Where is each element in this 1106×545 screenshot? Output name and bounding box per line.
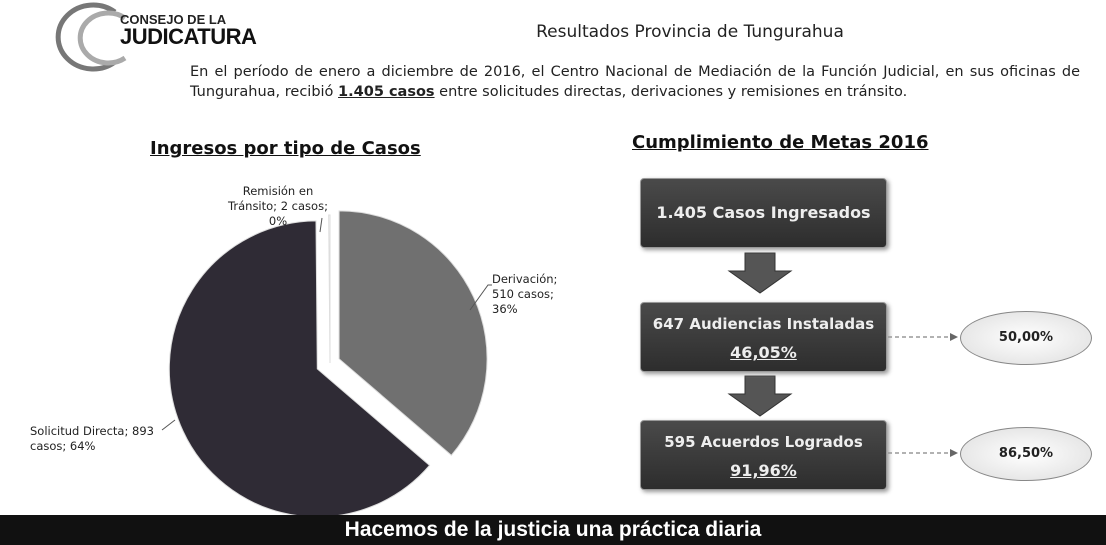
title: Resultados Provincia de Tungurahua (536, 22, 844, 42)
goal-label: 647 Audiencias Instaladas (652, 315, 875, 333)
logo-text: JUDICATURA (120, 24, 257, 49)
goal-box: 595 Acuerdos Logrados 91,96% (640, 420, 887, 490)
intro-highlight: 1.405 casos (338, 84, 435, 100)
slice-label: Remisión en Tránsito; 2 casos; 0% (228, 184, 328, 228)
intro-text: entre solicitudes directas, derivaciones… (434, 84, 908, 100)
goal-percent: 46,05% (730, 343, 797, 362)
intro-text: En el período de enero a diciembre de 20… (190, 64, 1080, 100)
logo-text: CONSEJO DE LA (120, 12, 227, 27)
down-arrows (727, 252, 793, 417)
dashed-arrows (888, 333, 958, 457)
intro: En el período de enero a diciembre de 20… (190, 62, 1080, 102)
footer: Hacemos de la justicia una práctica diar… (0, 515, 1106, 545)
goals-title: Cumplimiento de Metas 2016 (632, 132, 929, 153)
slice-label: Solicitud Directa; 893 casos; 64% (30, 424, 154, 453)
logo-rings (55, 2, 127, 72)
goal-percent: 91,96% (730, 461, 797, 480)
slice-label: Derivación; 510 casos; 36% (492, 272, 558, 316)
goal-label: 1.405 Casos Ingresados (656, 203, 871, 222)
pie-slice (328, 214, 331, 364)
goal-label: 595 Acuerdos Logrados (664, 433, 863, 451)
pie-slice (338, 210, 488, 456)
goal-target: 50,00% (960, 311, 1092, 365)
pie-slice (168, 220, 431, 518)
goal-target: 86,50% (960, 427, 1092, 481)
goal-box: 647 Audiencias Instaladas 46,05% (640, 302, 887, 372)
leaders (161, 217, 492, 431)
goal-box: 1.405 Casos Ingresados (640, 178, 887, 248)
pie-title: Ingresos por tipo de Casos (150, 138, 421, 159)
pie (168, 210, 488, 518)
